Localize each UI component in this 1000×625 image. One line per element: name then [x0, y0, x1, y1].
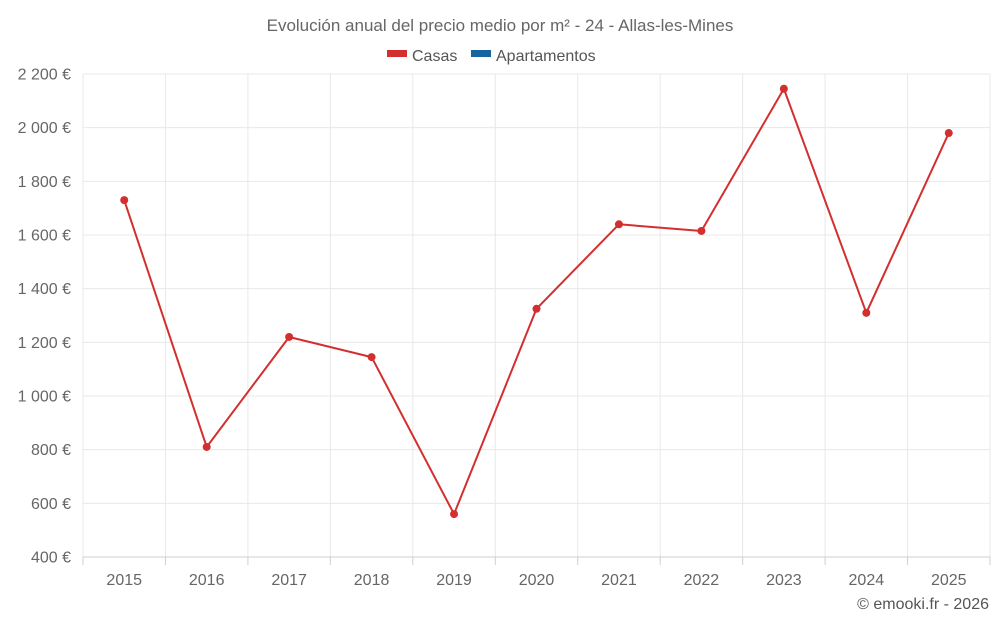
data-point-casas[interactable]: [285, 332, 294, 341]
data-point-casas[interactable]: [697, 226, 706, 235]
x-tick-label: 2023: [766, 572, 802, 589]
x-tick-label: 2025: [931, 572, 967, 589]
data-point-casas[interactable]: [614, 220, 623, 229]
y-tick-label: 1 200 €: [18, 335, 71, 352]
y-tick-labels: 400 € 600 € 800 € 1 000 € 1 200 € 1 400 € 1 60…: [18, 67, 71, 567]
series-casas: [120, 84, 953, 519]
x-tick-label: 2018: [354, 572, 390, 589]
data-point-casas[interactable]: [202, 442, 211, 451]
x-tick-label: 2020: [519, 572, 555, 589]
y-gridlines: [83, 73, 990, 504]
x-tick-label: 2022: [684, 572, 720, 589]
legend-label-casas: Casas: [412, 48, 457, 65]
data-point-casas[interactable]: [944, 129, 953, 138]
y-tick-label: 2 200 €: [18, 67, 71, 84]
axes: [82, 556, 991, 565]
legend-item-apartamentos[interactable]: Apartamentos: [471, 48, 596, 65]
y-tick-label: 1 000 €: [18, 389, 71, 406]
x-tick-label: 2016: [189, 572, 225, 589]
x-tick-label: 2017: [271, 572, 307, 589]
y-tick-label: 2 000 €: [18, 120, 71, 137]
data-point-casas[interactable]: [120, 196, 129, 205]
x-tick-label: 2019: [436, 572, 472, 589]
legend-label-apartamentos: Apartamentos: [496, 48, 596, 65]
chart-title: Evolución anual del precio medio por m² …: [267, 16, 734, 35]
y-tick-label: 1 800 €: [18, 174, 71, 191]
data-point-casas[interactable]: [779, 84, 788, 93]
x-tick-label: 2015: [106, 572, 142, 589]
legend-swatch-casas: [387, 50, 407, 57]
legend-item-casas[interactable]: Casas: [387, 48, 457, 65]
data-point-casas[interactable]: [367, 353, 376, 362]
credit-text: © emooki.fr - 2026: [857, 596, 989, 613]
y-tick-label: 400 €: [31, 550, 71, 567]
legend-swatch-apartamentos: [471, 50, 491, 57]
data-point-casas[interactable]: [532, 304, 541, 313]
x-tick-label: 2021: [601, 572, 637, 589]
data-point-casas[interactable]: [450, 510, 459, 519]
x-tick-labels: 2015 2016 2017 2018 2019 2020 2021 2022 2023 2024…: [106, 572, 966, 589]
y-tick-label: 1 600 €: [18, 228, 71, 245]
y-tick-label: 1 400 €: [18, 281, 71, 298]
data-point-casas[interactable]: [862, 308, 871, 317]
x-tick-label: 2024: [849, 572, 885, 589]
legend: Casas Apartamentos: [387, 48, 596, 65]
y-tick-label: 800 €: [31, 442, 71, 459]
y-tick-label: 600 €: [31, 496, 71, 513]
x-gridlines: [82, 74, 991, 557]
